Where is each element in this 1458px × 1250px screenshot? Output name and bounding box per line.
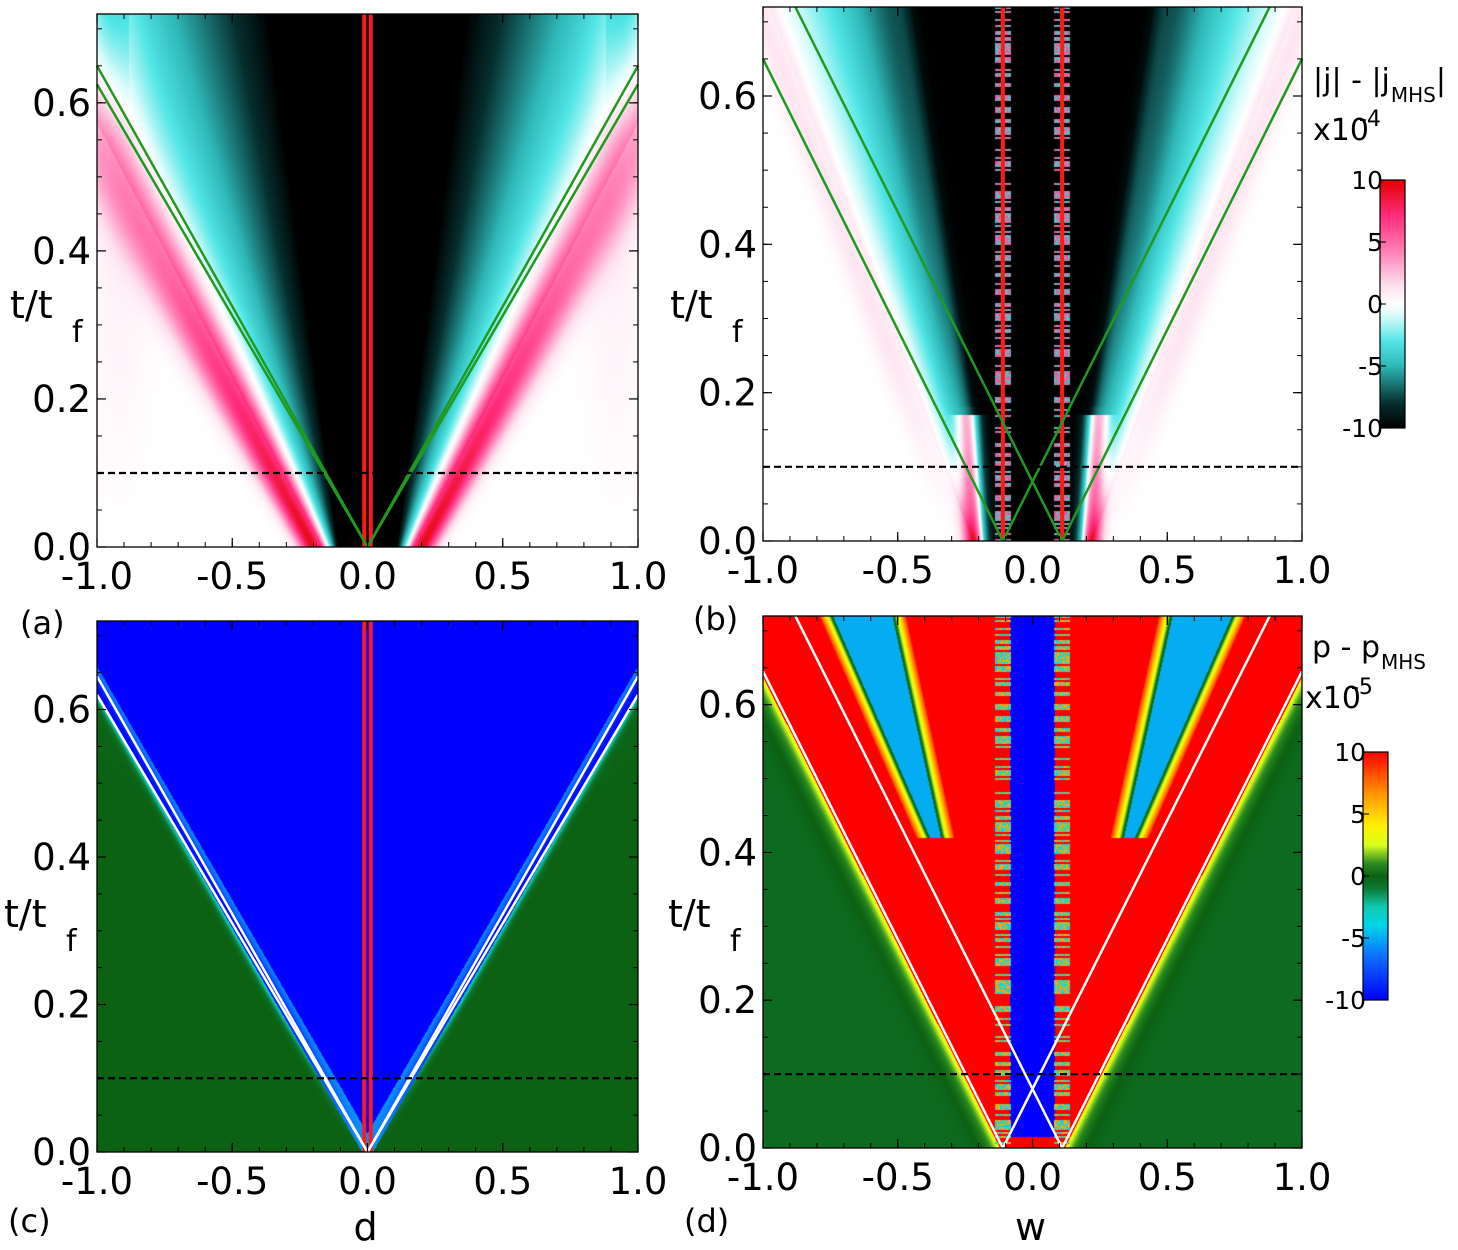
- colorbar-current: 10 5 0 -5 -10 |j| - |j MHS | x10-4: [1313, 63, 1446, 443]
- colorbar-scale-exponent: -4: [1359, 107, 1381, 132]
- y-tick-label: 0.4: [32, 230, 91, 273]
- y-tick-label: 0.6: [32, 82, 91, 125]
- x-tick-label: 0.0: [338, 1160, 397, 1203]
- colorbar-tick-label: 0: [1350, 862, 1366, 891]
- y-axis-label-subscript: f: [66, 924, 78, 959]
- heatmap-image-c: [97, 621, 638, 1152]
- y-tick-label: 0.6: [698, 684, 757, 727]
- y-tick-label: 0.0: [32, 526, 91, 569]
- characteristic-line-0: [95, 65, 369, 548]
- y-axis-label-subscript: f: [72, 315, 84, 350]
- x-tick-label: -0.5: [862, 549, 934, 592]
- x-tick-label: -1.0: [727, 549, 799, 592]
- y-tick-label: 0.4: [698, 831, 757, 874]
- x-tick-label: -0.5: [196, 1160, 268, 1203]
- y-tick-label: 0.2: [698, 372, 757, 415]
- colorbar-tick-label: -10: [1342, 414, 1383, 443]
- panel-label: (b): [693, 600, 738, 638]
- x-tick-label: 1.0: [1273, 1156, 1332, 1199]
- y-tick-label: 0.6: [32, 689, 91, 732]
- colorbar-tick-label: 5: [1350, 800, 1366, 829]
- x-tick-label: 0.0: [1003, 549, 1062, 592]
- colorbar-title-subscript: MHS: [1391, 83, 1436, 107]
- characteristic-line-0: [95, 675, 369, 1153]
- characteristic-line-2: [1061, 670, 1304, 1149]
- characteristic-line-3: [794, 615, 1064, 1149]
- y-tick-label: 0.0: [32, 1131, 91, 1174]
- x-tick-label: 1.0: [1273, 549, 1332, 592]
- x-tick-label: 0.0: [338, 555, 397, 598]
- x-tick-label: 0.5: [1138, 549, 1197, 592]
- panel-c: -1.0 -0.5 0.0 0.5 1.0 0.0 0.2 0.4 0.6 t/t f (c) d: [4, 620, 668, 1249]
- characteristic-line-1: [95, 83, 369, 548]
- x-tick-label: 0.5: [473, 1160, 532, 1203]
- colorbar-scale: x10: [1313, 113, 1369, 148]
- y-axis-label: t/t: [4, 892, 47, 936]
- y-axis-label-subscript: f: [732, 315, 744, 350]
- heatmap-image-d: [763, 616, 1302, 1148]
- characteristic-line-1: [95, 694, 369, 1153]
- characteristic-line-1: [1001, 6, 1271, 542]
- colorbar-tick-label: 0: [1367, 290, 1383, 319]
- x-tick-label: 1.0: [609, 555, 668, 598]
- characteristic-line-3: [794, 6, 1064, 542]
- panel-b: -1.0 -0.5 0.0 0.5 1.0 0.0 0.2 0.4 0.6 t/t f (b): [670, 6, 1332, 638]
- x-tick-label: 0.0: [1003, 1156, 1062, 1199]
- colorbar-scale: x10: [1305, 681, 1361, 716]
- characteristic-line-2: [366, 65, 640, 548]
- y-axis-label-subscript: f: [730, 924, 742, 959]
- x-tick-label: -0.5: [862, 1156, 934, 1199]
- colorbar-title-subscript: MHS: [1381, 650, 1426, 674]
- x-axis-label: d: [353, 1205, 377, 1249]
- x-tick-label: 1.0: [609, 1160, 668, 1203]
- colorbar-scale-exponent: -5: [1351, 675, 1373, 700]
- heatmap-image-a: [97, 14, 638, 547]
- characteristic-line-0: [761, 670, 1004, 1149]
- colorbar-tick-label: 10: [1334, 738, 1366, 767]
- colorbar-title-end: |: [1436, 63, 1446, 98]
- heatmap-image-b: [763, 7, 1302, 541]
- x-tick-label: -0.5: [196, 555, 268, 598]
- y-tick-label: 0.6: [698, 75, 757, 118]
- x-tick-label: -1.0: [61, 555, 133, 598]
- y-tick-label: 0.4: [32, 836, 91, 879]
- y-axis-label: t/t: [10, 283, 53, 327]
- colorbar-title: |j| - |j: [1313, 63, 1390, 98]
- colorbar-title: p - p: [1312, 630, 1380, 665]
- panel-label: (a): [20, 604, 65, 642]
- colorbar-tick-label: -5: [1341, 924, 1366, 953]
- y-axis-label: t/t: [670, 283, 713, 327]
- panel-d: -1.0 -0.5 0.0 0.5 1.0 0.0 0.2 0.4 0.6 t/t f (d) w: [668, 615, 1332, 1249]
- y-tick-label: 0.2: [698, 979, 757, 1022]
- x-tick-label: 0.5: [473, 555, 532, 598]
- y-tick-label: 0.0: [698, 520, 757, 563]
- colorbar-tick-label: -10: [1325, 986, 1366, 1015]
- y-tick-label: 0.0: [698, 1127, 757, 1170]
- colorbar-tick-label: -5: [1358, 352, 1383, 381]
- panel-label: (d): [684, 1202, 729, 1240]
- panel-a: -1.0 -0.5 0.0 0.5 1.0 0.0 0.2 0.4 0.6 t/t f (a): [10, 13, 668, 642]
- characteristic-line-3: [366, 83, 640, 548]
- y-axis-label: t/t: [668, 892, 711, 936]
- panel-label: (c): [8, 1202, 51, 1240]
- x-tick-label: -1.0: [727, 1156, 799, 1199]
- y-tick-label: 0.2: [32, 378, 91, 421]
- characteristic-line-0: [761, 58, 1004, 542]
- x-tick-label: -1.0: [61, 1160, 133, 1203]
- characteristic-line-1: [1001, 615, 1271, 1149]
- x-axis-label: w: [1015, 1205, 1046, 1249]
- characteristic-line-2: [366, 675, 640, 1153]
- characteristic-line-2: [1061, 58, 1304, 542]
- y-tick-label: 0.2: [32, 984, 91, 1027]
- characteristic-line-3: [366, 694, 640, 1153]
- colorbar-tick-label: 5: [1367, 228, 1383, 257]
- x-tick-label: 0.5: [1138, 1156, 1197, 1199]
- y-tick-label: 0.4: [698, 223, 757, 266]
- colorbar-tick-label: 10: [1351, 166, 1383, 195]
